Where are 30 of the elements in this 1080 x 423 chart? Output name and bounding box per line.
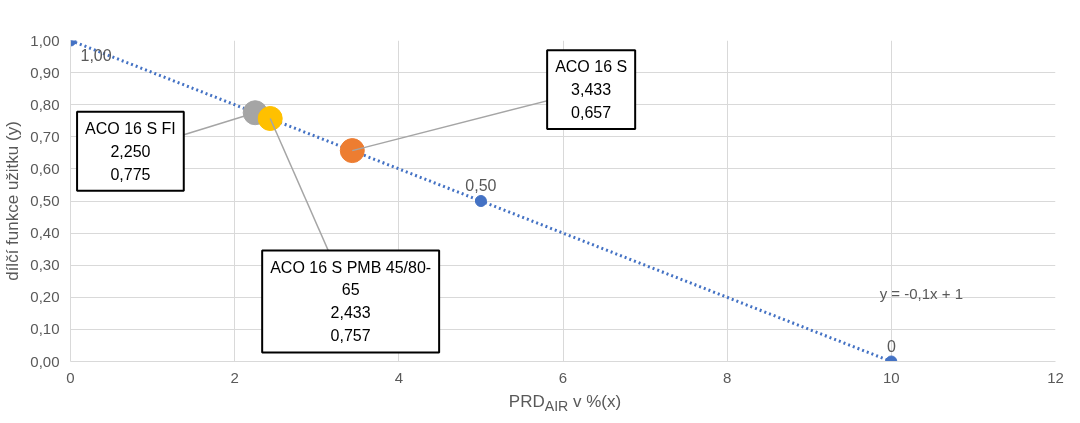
y-tick-label: 1,00 [30,31,60,49]
y-tick-label: 0,60 [30,159,60,177]
y-tick-label: 0,10 [30,320,60,338]
y-tick-label: 0,40 [30,224,60,242]
data-label: 0 [886,337,896,355]
y-tick-label: 0,30 [30,256,60,274]
text: y = -0,1x + 1 [879,284,964,302]
point [474,195,487,207]
x-tick-label: 10 [882,368,900,386]
y-tick-label: 0,00 [30,352,60,370]
y-tick-label: 0,70 [30,127,60,145]
y-axis-title: dílčí funkce užitku (y) [3,121,23,281]
y-tick-label: 0,80 [30,95,60,113]
annotation: ACO 16 S PMB 45/80- 65 2,433 0,757 [270,258,432,345]
point [339,138,365,164]
x-axis-title: PRD$_{AIR}$ v %(x) [508,391,622,417]
x-tick-label: 4 [394,368,404,386]
x-tick-label: 12 [1047,368,1064,386]
data-label: 0,50 [465,177,497,194]
y-tick-label: 0,90 [30,63,60,81]
point [257,106,283,131]
x-tick-label: 0 [66,368,75,386]
x-tick-label: 2 [230,368,239,386]
x-tick-label: 8 [723,368,732,386]
y-tick-label: 0,20 [30,288,60,306]
annotation: ACO 16 S 3,433 0,657 [555,58,628,122]
annotation: ACO 16 S FI 2,250 0,775 [85,119,176,183]
data-label: 1,00 [80,46,112,64]
y-tick-label: 0,50 [30,192,60,209]
x-tick-label: 6 [558,368,568,386]
